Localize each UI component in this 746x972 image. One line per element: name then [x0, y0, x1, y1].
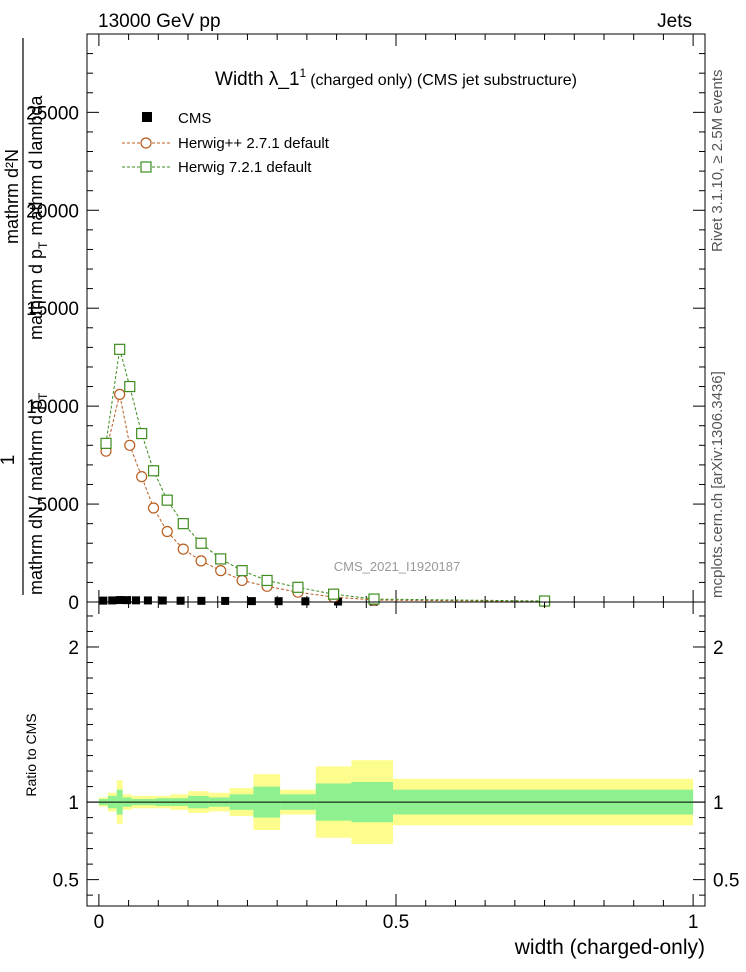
- cms-data-point: [197, 596, 206, 605]
- herwigpp-point: [136, 471, 148, 483]
- herwig7-point: [136, 427, 148, 440]
- y-tick-label: 5000: [37, 495, 79, 516]
- cms-data-point: [99, 596, 108, 605]
- cms-data-point: [176, 596, 185, 605]
- y-tick-label: 15000: [26, 299, 79, 320]
- legend-label-cms: CMS: [178, 110, 211, 127]
- herwig7-point: [124, 380, 136, 393]
- series-line: [105, 349, 545, 602]
- cms-data-point: [115, 596, 124, 605]
- ratio-panel: 0.5 0.51 12 2 0 0.5 1 Ratio to CMS width (cha…: [23, 601, 739, 959]
- herwigpp-point: [195, 555, 207, 567]
- ratio-plot-frame: [86, 601, 706, 907]
- herwigpp-point: [114, 388, 126, 400]
- cms-data-point: [247, 597, 256, 606]
- ratio-y-tick-label-right: 2: [713, 638, 724, 659]
- cms-data-point: [143, 596, 152, 605]
- y-tick-label: 25000: [26, 103, 79, 124]
- herwig7-point: [177, 518, 189, 530]
- x-tick-label: 1: [688, 912, 699, 933]
- main-series: [99, 343, 551, 608]
- legend-label-herwig7: Herwig 7.2.1 default: [178, 159, 312, 176]
- cms-data-point: [108, 596, 117, 605]
- cms-data-point: [158, 596, 167, 605]
- plot-title-suffix: (charged only) (CMS jet substructure): [310, 72, 577, 89]
- herwig7-point: [236, 565, 248, 577]
- herwig7-point: [328, 588, 340, 600]
- y-tick-label: 0: [68, 593, 79, 614]
- y-label-fraction-numerator: 1: [0, 455, 19, 466]
- herwig7-point: [215, 553, 227, 565]
- herwig7-point: [292, 581, 304, 593]
- x-axis-label: width (charged-only): [514, 936, 705, 959]
- herwigpp-point: [177, 543, 189, 555]
- y-label-right-denominator: mathrm d pTmathrm d lambda: [26, 95, 50, 340]
- herwigpp-point: [161, 525, 173, 538]
- y-label-fraction-denominator: mathrm dN / mathrm d pT: [26, 392, 50, 595]
- herwigpp-point: [147, 502, 160, 514]
- series-line: [105, 394, 545, 602]
- y-label-right-numerator: mathrm d²N: [2, 149, 22, 244]
- main-y-axis-label: 1 mathrm dN / mathrm d pT mathrm d²N mat…: [0, 38, 50, 595]
- plot-title: Width λ_11 (charged only) (CMS jet substr…: [215, 66, 577, 90]
- herwig7-point: [261, 574, 273, 587]
- legend: CMS Herwig++ 2.7.1 default Herwig 7.2.1 …: [122, 110, 330, 176]
- plot-title-main: Width λ_1: [215, 69, 299, 90]
- cms-data-point: [221, 596, 230, 605]
- ratio-y-tick-label-right: 0.5: [713, 871, 739, 892]
- legend-marker-cms: [142, 112, 152, 122]
- plot-title-sup: 1: [300, 66, 307, 80]
- legend-label-herwigpp: Herwig++ 2.7.1 default: [178, 135, 330, 152]
- legend-marker-herwigpp: [140, 137, 152, 149]
- herwig7-point: [368, 593, 380, 605]
- ratio-y-ticks: 0.5 0.5 1 1 2 2: [53, 615, 739, 896]
- x-tick-label: 0.5: [383, 912, 409, 933]
- cms-data-point: [132, 596, 141, 605]
- cms-data-point: [301, 597, 310, 606]
- herwig7-point: [100, 437, 112, 449]
- ratio-x-ticks: 0 0.5 1: [94, 602, 699, 933]
- rivet-label: Rivet 3.1.10, ≥ 2.5M events: [709, 70, 726, 253]
- energy-label: 13000 GeV pp: [98, 11, 221, 32]
- y-tick-label: 20000: [26, 201, 79, 222]
- mcplots-label: mcplots.cern.ch [arXiv:1306.3436]: [709, 371, 726, 598]
- legend-marker-herwig7: [140, 161, 152, 173]
- x-tick-label: 0: [94, 912, 105, 933]
- herwig7-point: [161, 494, 173, 506]
- process-label: Jets: [657, 11, 692, 32]
- herwigpp-point: [236, 574, 248, 587]
- herwig7-point: [114, 343, 126, 355]
- herwigpp-point: [215, 565, 227, 577]
- ratio-y-tick-label: 2: [68, 638, 79, 659]
- analysis-id-label: CMS_2021_I1920187: [334, 559, 461, 574]
- cms-data-point: [274, 597, 283, 606]
- ratio-y-tick-label: 1: [68, 793, 79, 814]
- ratio-y-axis-label: Ratio to CMS: [23, 713, 39, 796]
- cms-data-point: [123, 596, 132, 605]
- herwig7-point: [195, 537, 207, 549]
- y-tick-label: 10000: [26, 397, 79, 418]
- ratio-y-tick-label-right: 1: [713, 793, 724, 814]
- main-y-ticks: 0 5000 10000 15000 20000 25000: [26, 53, 705, 614]
- ratio-y-tick-label: 0.5: [53, 871, 79, 892]
- herwigpp-point: [124, 439, 136, 451]
- herwig7-point: [147, 465, 160, 477]
